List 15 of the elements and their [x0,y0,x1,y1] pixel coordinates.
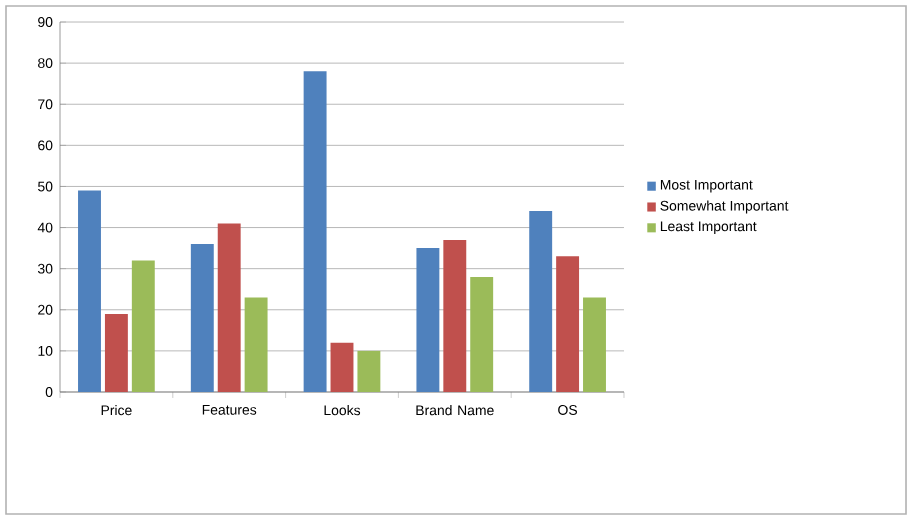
bar [244,297,268,392]
bar [303,71,327,392]
bar [104,313,128,392]
bar [583,297,606,392]
bar [217,223,241,392]
bar [443,239,467,392]
bar [416,248,440,392]
bar [190,244,214,392]
bar [357,350,381,392]
bar [529,211,553,392]
bar [330,342,354,392]
bar [131,260,155,392]
bar [470,276,494,392]
bar [78,190,101,392]
bar [556,256,580,392]
